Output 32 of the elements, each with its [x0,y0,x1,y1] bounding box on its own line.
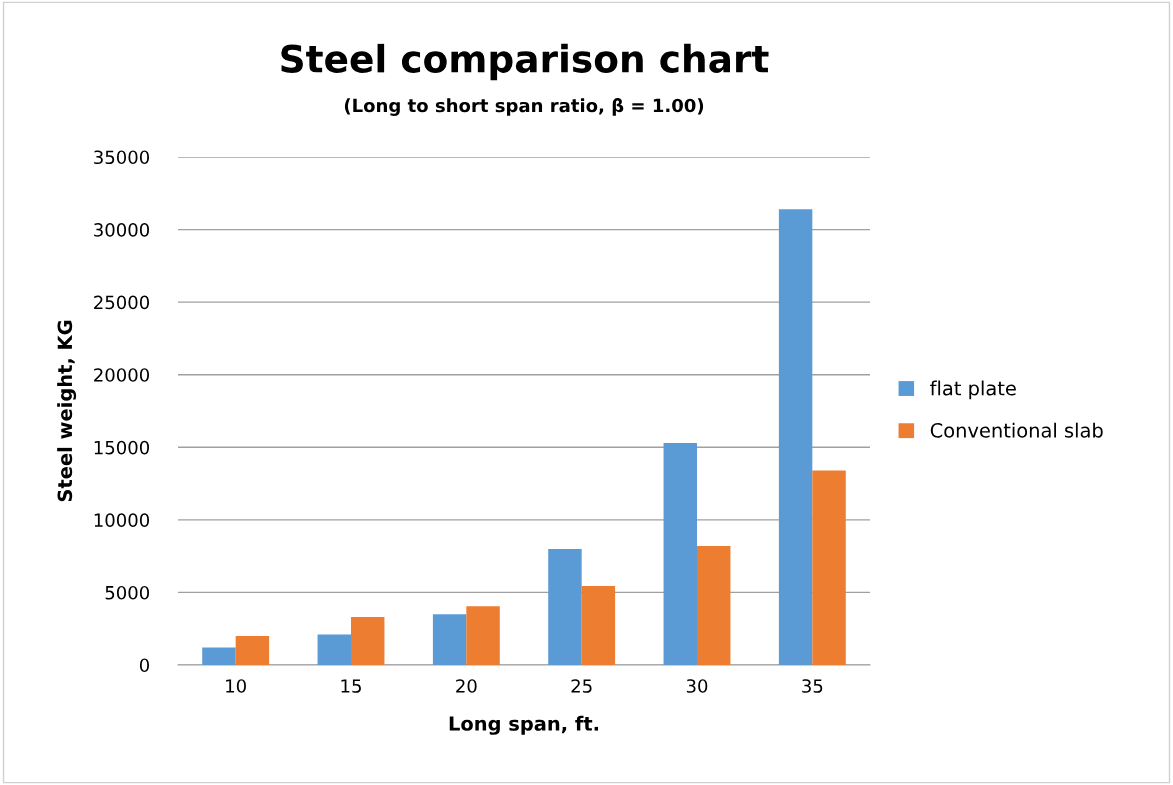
bar [663,442,697,665]
y-tick-label: 20000 [94,368,150,382]
x-tick-label: 30 [686,679,708,693]
y-tick-label: 30000 [94,223,150,237]
bar [235,635,270,665]
y-axis-title: Steel weight, KG [57,320,77,502]
x-tick-label: 15 [341,679,361,693]
x-tick-label: 20 [456,679,477,693]
bar [351,617,385,665]
legend-label: flat plate [930,380,1016,400]
x-tick-label: 25 [571,679,592,693]
chart-subtitle: (Long to short span ratio, β = 1.00) [344,98,704,116]
y-tick-label: 5000 [105,585,150,600]
y-tick-label: 25000 [94,295,150,310]
bar [432,614,467,665]
y-tick-label: 10000 [94,513,150,527]
bar [548,548,582,665]
y-tick-label: 35000 [94,150,150,165]
bar [202,647,236,665]
x-axis-title: Long span, ft. [449,715,599,735]
bar [317,634,351,665]
legend-label: Conventional slab [930,422,1103,438]
chart-title: Steel comparison chart [281,43,769,81]
bar [581,585,616,665]
y-tick-label: 15000 [94,440,150,455]
bar [812,470,846,665]
bar [778,209,813,665]
x-tick-label: 10 [226,679,246,693]
bar [466,606,500,665]
bar [697,545,731,665]
x-tick-label: 35 [802,679,823,693]
y-tick-label: 0 [139,658,150,673]
